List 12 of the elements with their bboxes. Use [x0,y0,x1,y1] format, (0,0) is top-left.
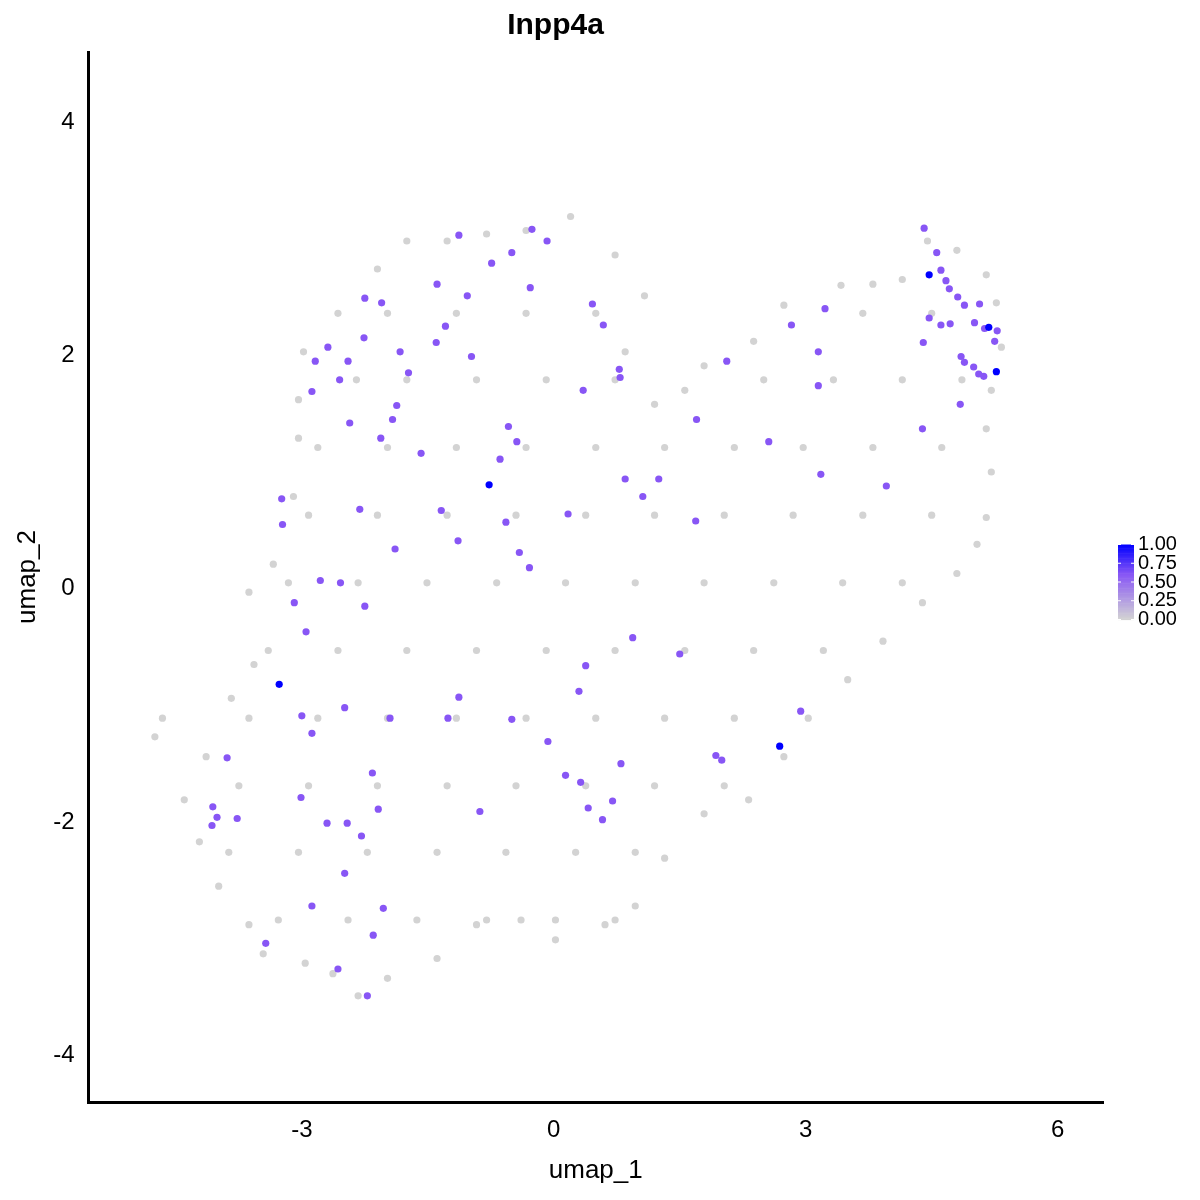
x-tick-label: -3 [291,1115,313,1143]
y-tick-label: -2 [53,806,75,834]
x-axis-title: umap_1 [548,1153,643,1184]
x-tick-label: 0 [547,1115,561,1143]
y-tick-label: 0 [61,573,75,601]
y-tick-label: 4 [61,106,75,134]
x-tick-label: 3 [799,1115,813,1143]
chart-title: Inpp4a [507,7,605,41]
y-tick-label: -4 [53,1039,75,1067]
x-tick-label: 6 [1050,1115,1065,1143]
y-tick-label: 2 [61,339,75,367]
y-axis-title: umap_2 [10,530,41,624]
